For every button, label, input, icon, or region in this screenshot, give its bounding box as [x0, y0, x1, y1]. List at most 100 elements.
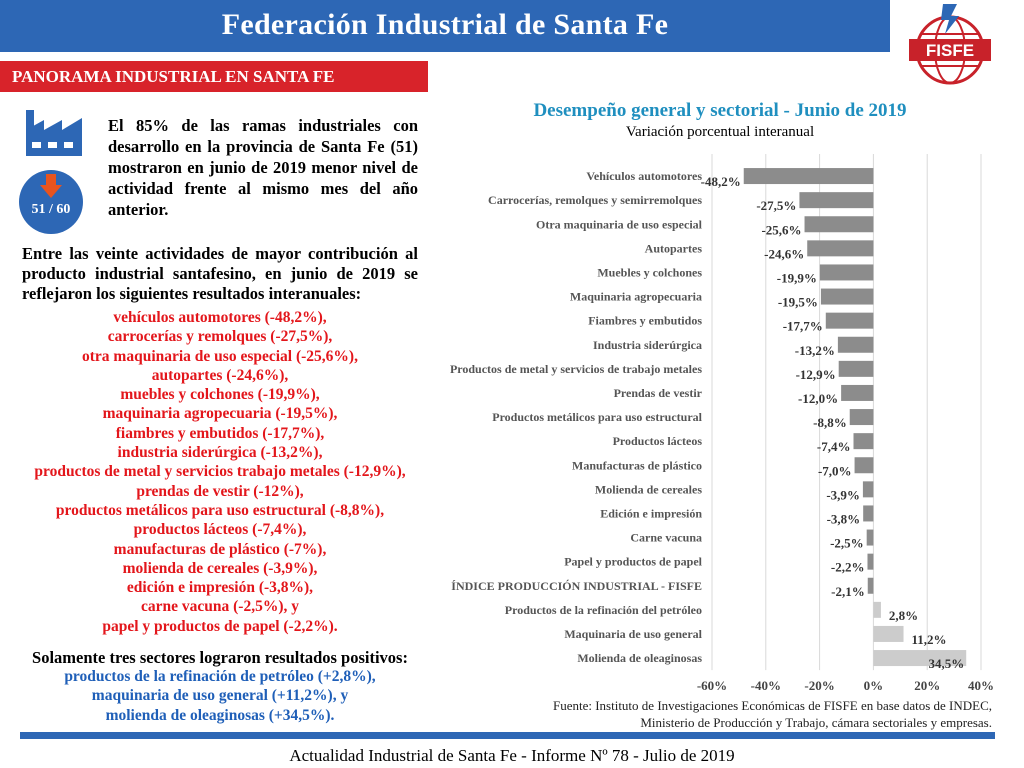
data-label: -2,5%: [830, 536, 864, 551]
category-label: Edición e impresión: [600, 506, 702, 520]
data-label: 34,5%: [928, 656, 964, 671]
x-tick-label: -40%: [751, 678, 781, 690]
bar: [863, 505, 874, 522]
bar: [838, 360, 874, 377]
x-tick-label: 40%: [968, 678, 994, 690]
data-label: -12,0%: [798, 391, 838, 406]
bar: [799, 192, 874, 209]
category-label: Muebles y colchones: [597, 265, 702, 279]
page-title: Federación Industrial de Santa Fe: [221, 8, 669, 41]
data-label: -19,9%: [777, 270, 817, 285]
bottom-divider: [20, 732, 995, 739]
x-tick-label: 20%: [914, 678, 940, 690]
category-label: Productos de la refinación del petróleo: [505, 603, 702, 617]
list-item: otra maquinaria de uso especial (-25,6%)…: [82, 347, 358, 365]
category-label: Molienda de oleaginosas: [577, 651, 702, 665]
bar: [849, 409, 874, 426]
data-label: 11,2%: [912, 632, 947, 647]
list-item: manufacturas de plástico (-7%),: [113, 540, 327, 558]
category-label: Molienda de cereales: [595, 482, 702, 496]
category-label: Autopartes: [645, 241, 703, 255]
source-line: Ministerio de Producción y Trabajo, cáma…: [640, 715, 992, 730]
data-label: -24,6%: [764, 246, 804, 261]
bar: [854, 457, 874, 474]
list-item: industria siderúrgica (-13,2%),: [117, 444, 323, 462]
bar: [867, 553, 874, 570]
category-label: Productos lácteos: [613, 434, 703, 448]
title-banner: Federación Industrial de Santa Fe: [0, 0, 890, 52]
section-header: PANORAMA INDUSTRIAL EN SANTA FE: [0, 61, 428, 92]
bar-chart: -60% -40% -20% 0% 20% 40% Vehículos automotore…: [450, 154, 994, 690]
bar: [853, 433, 874, 450]
category-label: Papel y productos de papel: [564, 555, 702, 569]
source-line: Fuente: Instituto de Investigaciones Eco…: [552, 698, 992, 713]
category-label: Productos metálicos para uso estructural: [492, 410, 702, 424]
positive-results-title: Solamente tres sectores lograron resulta…: [32, 648, 408, 667]
chart-title: Desempeño general y sectorial - Junio de…: [533, 100, 907, 121]
data-label: 2,8%: [889, 608, 918, 623]
data-label: -27,5%: [756, 198, 796, 213]
data-label: -13,2%: [795, 343, 835, 358]
bar: [804, 216, 874, 233]
list-item: vehículos automotores (-48,2%),: [113, 309, 327, 326]
intro-text: El 85% de las ramas industriales con des…: [108, 116, 418, 219]
x-tick-label: -60%: [697, 678, 727, 690]
category-label: Productos de metal y servicios de trabaj…: [450, 362, 702, 376]
data-label: -2,2%: [831, 560, 865, 575]
factory-icon: [26, 110, 82, 156]
list-item: productos metálicos para uso estructural…: [55, 501, 385, 519]
list-item: molienda de cereales (-3,9%),: [122, 559, 318, 577]
list-item: papel y productos de papel (-2,2%).: [102, 617, 338, 635]
ratio-badge: 51 / 60: [19, 170, 83, 234]
data-label: -19,5%: [778, 295, 818, 310]
list-item: molienda de oleaginosas (+34,5%).: [105, 706, 335, 724]
bar: [873, 625, 904, 642]
data-label: -17,7%: [783, 319, 823, 334]
category-label: Carne vacuna: [630, 531, 702, 545]
category-label: Vehículos automotores: [586, 169, 702, 183]
bar: [819, 264, 874, 281]
logo-text: FISFE: [926, 41, 974, 60]
source-note: Fuente: Instituto de Investigaciones Eco…: [480, 697, 992, 731]
category-label: Fiambres y embutidos: [588, 314, 702, 328]
list-item: maquinaria de uso general (+11,2%), y: [91, 687, 349, 705]
list-item: carrocerías y remolques (-27,5%),: [107, 328, 333, 346]
category-label: Carrocerías, remolques y semirremolques: [488, 193, 702, 207]
bar: [862, 481, 874, 498]
data-label: -3,9%: [826, 487, 860, 502]
list-item: muebles y colchones (-19,9%),: [120, 386, 320, 404]
bar: [841, 384, 874, 401]
x-tick-label: -20%: [804, 678, 834, 690]
positive-results-list: productos de la refinación de petróleo (…: [10, 667, 430, 725]
list-item: maquinaria agropecuaria (-19,5%),: [102, 405, 338, 423]
category-label: Maquinaria de uso general: [564, 627, 702, 641]
bar: [807, 240, 874, 257]
bar: [867, 577, 874, 594]
list-item: prendas de vestir (-12%),: [136, 482, 304, 500]
list-item: autopartes (-24,6%),: [151, 366, 289, 384]
data-label: -48,2%: [701, 174, 741, 189]
footer-text: Actualidad Industrial de Santa Fe - Info…: [289, 746, 735, 765]
category-label: Prendas de vestir: [614, 386, 703, 400]
category-label: ÍNDICE PRODUCCIÓN INDUSTRIAL - FISFE: [451, 579, 702, 593]
chart-subtitle: Variación porcentual interanual: [625, 124, 815, 140]
list-item: edición e impresión (-3,8%),: [126, 579, 314, 597]
list-item: productos lácteos (-7,4%),: [133, 521, 307, 539]
bar: [743, 168, 874, 185]
summary-paragraph: Entre las veinte actividades de mayor co…: [22, 244, 418, 303]
category-label: Industria siderúrgica: [593, 338, 702, 352]
bar: [837, 336, 874, 353]
category-label: Otra maquinaria de uso especial: [536, 217, 703, 231]
list-item: productos de metal y servicios trabajo m…: [34, 463, 406, 481]
bar: [866, 529, 874, 546]
negative-results-list: vehículos automotores (-48,2%), carrocer…: [10, 308, 430, 636]
fisfe-logo: FISFE: [909, 4, 991, 85]
down-arrow-icon: [40, 174, 62, 198]
bar: [825, 312, 874, 329]
bar: [820, 288, 874, 305]
data-label: -8,8%: [813, 415, 847, 430]
list-item: productos de la refinación de petróleo (…: [64, 668, 376, 685]
bar: [873, 601, 881, 618]
section-label: PANORAMA INDUSTRIAL EN SANTA FE: [12, 67, 335, 86]
list-item: carne vacuna (-2,5%), y: [141, 598, 299, 616]
